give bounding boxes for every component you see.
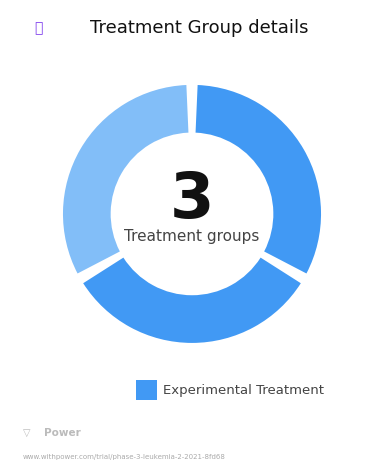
Text: 3: 3 xyxy=(170,169,214,231)
Text: Treatment groups: Treatment groups xyxy=(124,229,260,244)
FancyBboxPatch shape xyxy=(136,380,157,400)
Wedge shape xyxy=(83,258,301,343)
Text: Treatment Group details: Treatment Group details xyxy=(90,19,309,37)
Text: Power: Power xyxy=(44,428,81,438)
Text: Experimental Treatment: Experimental Treatment xyxy=(163,384,324,397)
Text: www.withpower.com/trial/phase-3-leukemia-2-2021-8fd68: www.withpower.com/trial/phase-3-leukemia… xyxy=(23,454,226,460)
Text: ▽: ▽ xyxy=(23,428,31,438)
Wedge shape xyxy=(195,85,321,273)
Text: 👥: 👥 xyxy=(34,21,43,35)
Wedge shape xyxy=(63,85,189,273)
